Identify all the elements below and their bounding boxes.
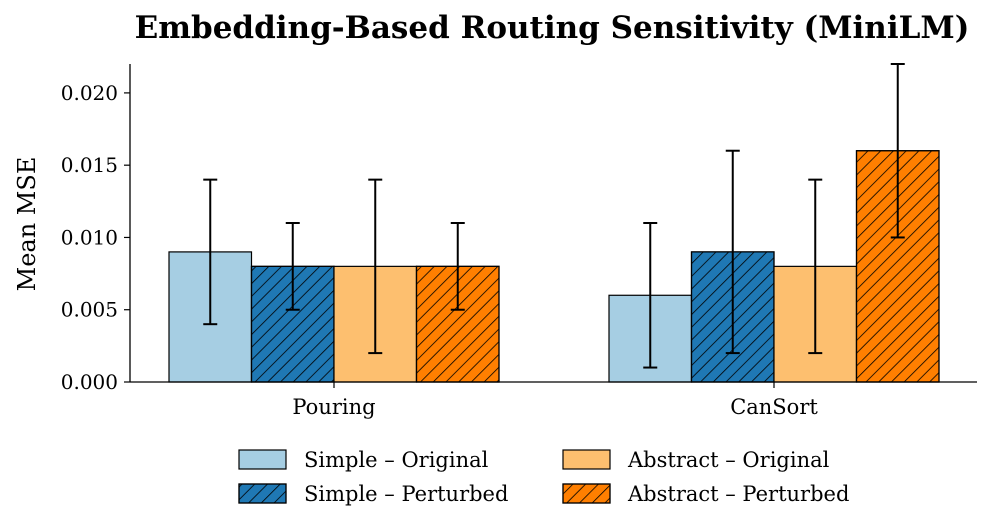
legend-label: Abstract – Perturbed bbox=[627, 482, 849, 506]
y-tick-label: 0.020 bbox=[61, 81, 118, 105]
legend: Simple – Original Simple – Perturbed Abstr… bbox=[238, 448, 849, 506]
legend-label: Abstract – Original bbox=[627, 448, 830, 472]
y-tick-label: 0.000 bbox=[61, 370, 118, 394]
bars bbox=[168, 150, 940, 383]
y-tick-label: 0.005 bbox=[61, 298, 118, 322]
legend-swatch-hatch bbox=[562, 483, 611, 504]
legend-label: Simple – Original bbox=[304, 448, 489, 472]
y-tick-label: 0.010 bbox=[61, 225, 118, 249]
x-tick-label: Pouring bbox=[292, 395, 375, 419]
y-axis-label: Mean MSE bbox=[13, 157, 41, 292]
x-axis-labels: Pouring CanSort bbox=[292, 382, 818, 419]
chart-title: Embedding-Based Routing Sensitivity (Min… bbox=[135, 10, 970, 46]
legend-swatch bbox=[238, 449, 287, 470]
legend-swatch bbox=[562, 449, 611, 470]
legend-swatch-hatch bbox=[238, 483, 287, 504]
legend-label: Simple – Perturbed bbox=[304, 482, 508, 506]
x-tick-label: CanSort bbox=[730, 395, 818, 419]
y-tick-label: 0.015 bbox=[61, 153, 118, 177]
y-axis-ticks: 0.000 0.005 0.010 0.015 0.020 bbox=[61, 81, 130, 394]
error-bars bbox=[203, 63, 905, 369]
